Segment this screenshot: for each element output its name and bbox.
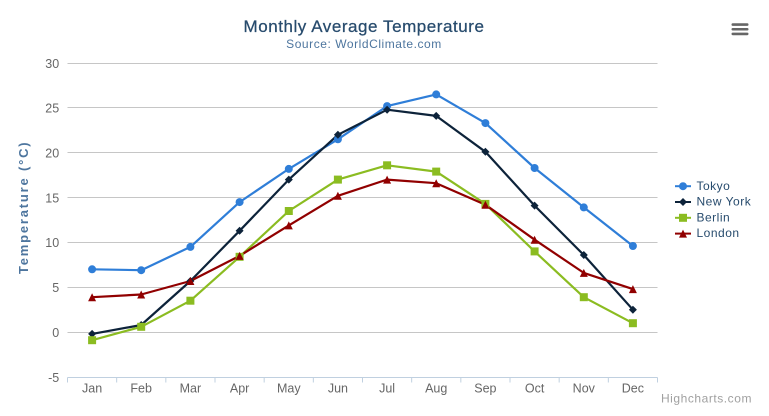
svg-text:Dec: Dec [622,381,644,395]
svg-text:Jul: Jul [379,381,395,395]
svg-text:25: 25 [45,102,59,116]
svg-text:Temperature (°C): Temperature (°C) [16,141,31,274]
svg-text:20: 20 [45,147,59,161]
svg-text:New York: New York [697,195,752,209]
svg-text:London: London [697,226,740,240]
svg-text:0: 0 [52,326,59,340]
svg-text:-5: -5 [48,371,59,385]
svg-text:15: 15 [45,191,59,205]
svg-text:Aug: Aug [425,381,447,395]
svg-text:Highcharts.com: Highcharts.com [661,392,752,406]
svg-text:Apr: Apr [230,381,249,395]
svg-text:May: May [277,381,301,395]
svg-text:Sep: Sep [474,381,496,395]
svg-text:Jun: Jun [328,381,348,395]
svg-text:Jan: Jan [82,381,102,395]
svg-text:Monthly Average Temperature: Monthly Average Temperature [243,17,484,36]
svg-text:Mar: Mar [180,381,202,395]
svg-text:5: 5 [52,281,59,295]
svg-text:Berlin: Berlin [697,210,731,224]
svg-text:Tokyo: Tokyo [697,179,731,193]
svg-text:Source: WorldClimate.com: Source: WorldClimate.com [286,37,442,51]
svg-text:Nov: Nov [573,381,596,395]
svg-text:30: 30 [45,57,59,71]
svg-text:Oct: Oct [525,381,545,395]
svg-text:10: 10 [45,236,59,250]
svg-text:Feb: Feb [130,381,152,395]
